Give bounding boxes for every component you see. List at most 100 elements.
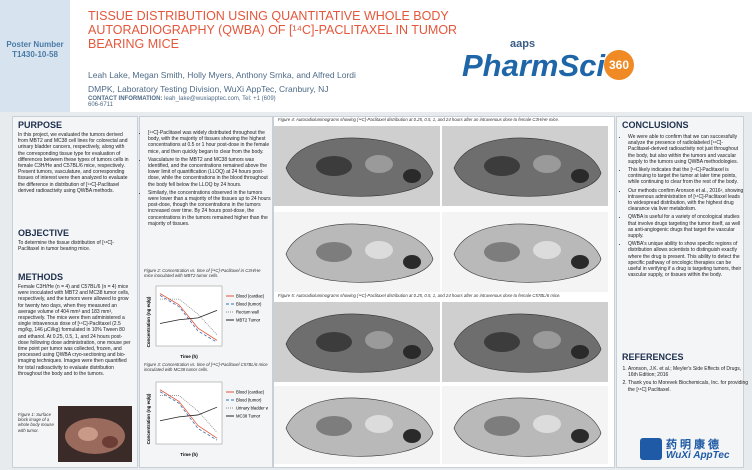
wuxi-logo-mark [640,438,662,460]
results-bullet: [¹⁴C]-Paclitaxel was widely distributed … [148,130,272,155]
y-axis-label: Concentration (ng eq/g) [146,296,151,347]
conclusion-bullet: This likely indicates that the [¹⁴C]-Pac… [628,167,744,186]
figure2-caption: Figure 2: Concentration vs. time of [¹⁴C… [144,268,261,279]
reference-item: Thank you to Morevek Biochemicals, Inc. … [628,380,750,392]
tumor [571,345,589,359]
tumor [571,255,589,269]
mouse-body [453,313,602,373]
mouse-section [442,126,608,206]
authors: Leah Lake, Megan Smith, Holly Myers, Ant… [88,70,356,80]
results-bullet: Similarly, the concentrations observed i… [148,190,272,227]
poster-label-box [0,0,70,112]
conclusions-bullets: We were able to confirm that we can succ… [620,134,744,280]
objective-heading: OBJECTIVE [18,228,70,238]
tumor [403,169,421,183]
series-line [159,406,218,422]
methods-heading: METHODS [18,272,63,282]
organ [365,241,393,259]
purpose-heading: PURPOSE [18,120,63,130]
organ [533,155,561,173]
organ [533,241,561,259]
mouse-body [285,223,434,283]
legend-label: Blood (cardiac) [236,390,265,395]
conclusions-heading: CONCLUSIONS [622,120,689,130]
reference-item: Aronson, J.K. et al.; Meyler's Side Effe… [628,366,750,378]
figure3-chart: Concentration (ng eq/g) Time (h) Blood (ca… [146,381,268,457]
tumor [403,345,421,359]
purpose-text: In this project, we evaluated the tumors… [18,132,129,194]
logo-en: WuXi AppTec [666,450,730,461]
references-list: Aronson, J.K. et al.; Meyler's Side Effe… [612,366,750,395]
figure1-image [58,406,132,462]
logo-cn: 药明康德 [666,439,722,451]
logo-badge: 360 [604,50,634,80]
series-line [159,293,218,341]
mouse-section [442,212,608,292]
autoradiograms [274,126,608,464]
y-axis-label: Concentration (ng eq/g) [146,393,151,444]
legend-label: Blood (tumor) [236,302,262,307]
tumor [571,169,589,183]
mouse-section [274,126,440,206]
poster-label: Poster Number T1430-10-58 [6,40,64,59]
legend-label: MC38 Tumor [236,414,261,419]
plot-area [155,285,223,347]
organ [365,415,393,433]
conclusion-bullet: We were able to confirm that we can succ… [628,134,744,165]
organ [484,332,520,352]
legend-label: Rectum wall [236,310,259,315]
organ [533,415,561,433]
series-line [159,389,218,439]
x-axis-label: Time (h) [180,354,198,359]
references-heading: REFERENCES [622,352,684,362]
organ [316,332,352,352]
legend-label: Blood (tumor) [236,398,262,403]
contact: CONTACT INFORMATION: leah_lake@wuxiappte… [88,96,288,108]
plot-area [155,381,223,445]
contact-label: CONTACT INFORMATION: [88,96,163,102]
figure5-caption: Figure 5: Autoradioluminograms showing [… [278,293,561,298]
methods-text: Female C3H/He (n = 4) and C57BL/6 (n = 4… [18,284,131,377]
organ [316,416,352,436]
figure1-caption: Figure 1: Surface block image of a whole… [18,412,54,433]
mouse-section [274,302,440,382]
mouse-section [442,302,608,382]
legend-label: Urinary bladder wall [236,406,268,411]
conclusion-bullet: QWBA is useful for a variety of oncologi… [628,214,744,239]
affiliation: DMPK, Laboratory Testing Division, WuXi … [88,84,329,94]
mouse-body [453,137,602,197]
results-bullet: Vasculature to the MBT2 and MC38 tumors … [148,157,272,188]
figure2-chart: Concentration (ng eq/g) Time (h) Blood (ca… [146,285,265,359]
figure4-caption: Figure 4: Autoradioluminograms showing [… [278,117,560,122]
organ [484,416,520,436]
tumor [571,429,589,443]
organ [484,156,520,176]
results-bullets: [¹⁴C]-Paclitaxel was widely distributed … [140,130,272,229]
objective-text: To determine the tissue distribution of … [18,240,115,253]
series-line [159,391,218,441]
organ [316,156,352,176]
organ [365,155,393,173]
organ [484,242,520,262]
x-axis-label: Time (h) [180,452,198,457]
mouse-body [285,313,434,373]
figure3-caption: Figure 3: Concentration vs. time of [¹⁴C… [144,362,268,373]
series-line [159,310,218,324]
mouse-body [285,137,434,197]
organ [365,331,393,349]
conclusion-bullet: Our methods confirm Aronson et al., 2016… [628,188,744,213]
mouse-section [274,212,440,292]
title: TISSUE DISTRIBUTION USING QUANTITATIVE W… [88,9,458,51]
logo-main: PharmSci [462,48,606,83]
mouse-body [453,223,602,283]
mouse-body [285,397,434,457]
organ [533,331,561,349]
contact-text: leah_lake@wuxiapptec.com, Tel: +1 (609) … [88,96,276,108]
logo-small: aaps [510,38,536,50]
conclusion-bullet: QWBA's unique ability to show specific r… [628,241,744,278]
legend-label: Blood (cardiac) [236,294,265,299]
right-panel [616,116,744,468]
tumor [403,255,421,269]
mouse-section [442,386,608,464]
